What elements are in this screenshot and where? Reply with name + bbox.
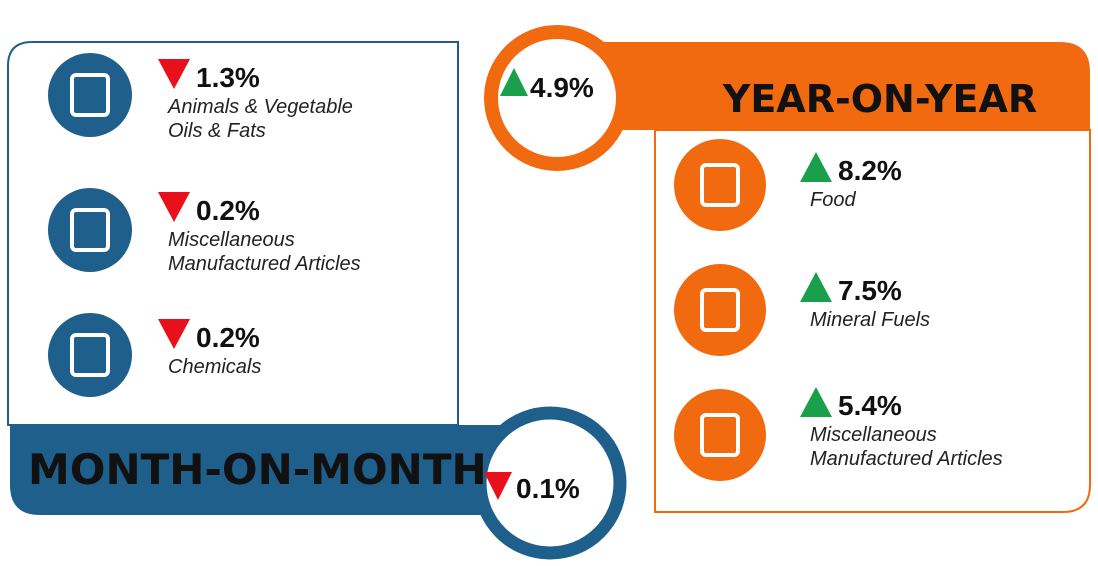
mom-box [7, 41, 459, 426]
icon-glyph [70, 333, 110, 377]
yoy-circle [484, 25, 630, 171]
item-label: Miscellaneous [168, 229, 295, 251]
mom-circle [473, 406, 627, 560]
icon-glyph [70, 73, 110, 117]
icon-glyph [700, 163, 740, 207]
down-arrow [158, 59, 190, 89]
item-value: 5.4% [838, 390, 902, 421]
item-label: Food [810, 189, 856, 211]
yoy-box [654, 129, 1091, 513]
mom-banner [10, 425, 540, 515]
item-value: 0.2% [196, 322, 260, 353]
up-arrow [800, 152, 832, 182]
item-value: 0.2% [196, 195, 260, 226]
icon [48, 188, 132, 272]
icon-glyph [70, 208, 110, 252]
up-arrow [800, 272, 832, 302]
item-value: 8.2% [838, 155, 902, 186]
up-arrow [500, 68, 528, 96]
item-label: Mineral Fuels [810, 309, 930, 331]
icon-glyph [700, 413, 740, 457]
item-label: Animals & Vegetable [167, 96, 353, 118]
yoy-title: YEAR-ON-YEAR [722, 77, 1037, 121]
icon [48, 313, 132, 397]
item-label: Chemicals [168, 356, 261, 378]
icon-glyph [700, 288, 740, 332]
item-label: Oils & Fats [168, 120, 266, 142]
item-label: Miscellaneous [810, 424, 937, 446]
item-value: 1.3% [196, 62, 260, 93]
mom-value: 0.1% [516, 473, 580, 504]
down-arrow [158, 319, 190, 349]
yoy-value: 4.9% [530, 72, 594, 103]
icon [674, 389, 766, 481]
item-label: Manufactured Articles [168, 253, 361, 275]
item-label: Manufactured Articles [810, 448, 1003, 470]
down-arrow [158, 192, 190, 222]
icon [674, 139, 766, 231]
item-value: 7.5% [838, 275, 902, 306]
icon [674, 264, 766, 356]
yoy-banner [560, 42, 1090, 130]
down-arrow [484, 472, 512, 500]
icon [48, 53, 132, 137]
up-arrow [800, 387, 832, 417]
mom-title: MONTH-ON-MONTH [28, 445, 487, 494]
